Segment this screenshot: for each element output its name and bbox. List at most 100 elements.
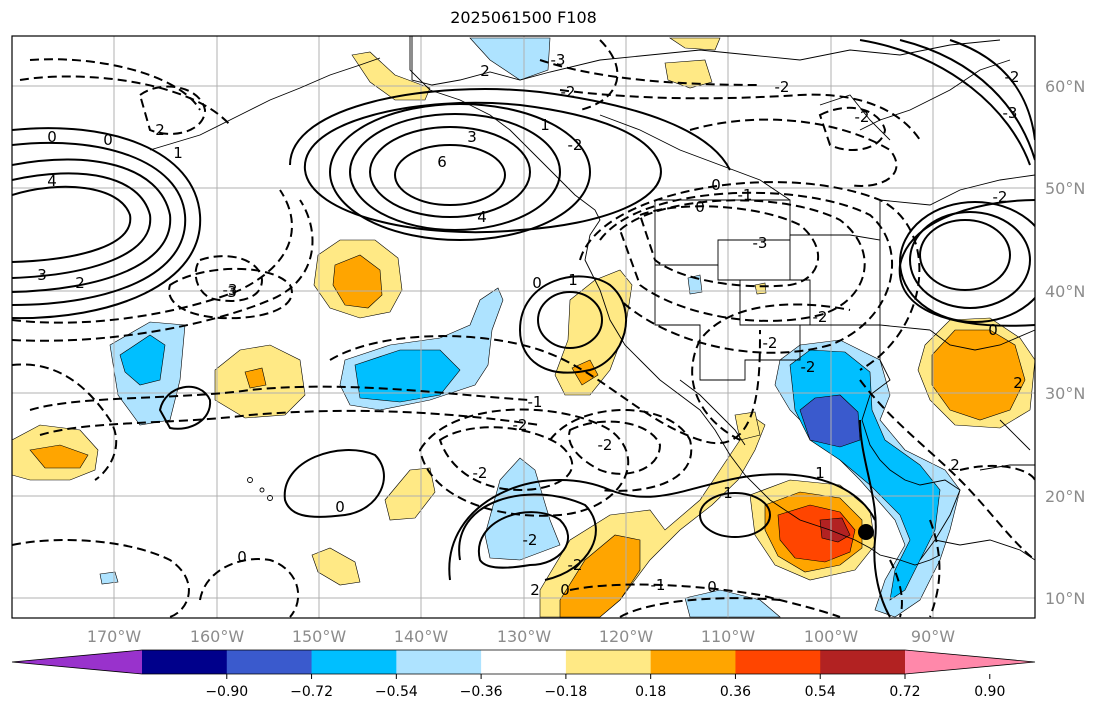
lon-label: 170°W bbox=[87, 627, 142, 646]
contour-label: -1 bbox=[738, 186, 753, 204]
contour-label: -2 bbox=[1005, 68, 1020, 86]
positive-anomaly-region bbox=[669, 37, 721, 51]
contour-label: -2 bbox=[561, 83, 576, 101]
contour-label: 1 bbox=[540, 116, 550, 134]
lat-label: 50°N bbox=[1045, 179, 1085, 198]
negative-contour bbox=[689, 118, 898, 187]
colorbar-tick-label: −0.36 bbox=[460, 684, 503, 700]
colorbar-tick-label: −0.54 bbox=[375, 684, 418, 700]
positive-anomaly-region bbox=[664, 59, 713, 89]
contour-label: 0 bbox=[707, 578, 717, 596]
contour-label: -3 bbox=[753, 234, 768, 252]
colorbar-tick-label: −0.90 bbox=[205, 684, 248, 700]
positive-contour bbox=[289, 88, 731, 171]
positive-contour bbox=[158, 385, 212, 430]
positive-contour bbox=[537, 291, 603, 349]
positive-contour bbox=[369, 126, 531, 218]
positive-contour bbox=[349, 113, 561, 231]
longitude-labels: 170°W 160°W 150°W 140°W 130°W 120°W 110°… bbox=[87, 627, 955, 646]
contour-label: 3 bbox=[37, 266, 47, 284]
contour-label: -2 bbox=[568, 136, 583, 154]
contour-label: 0 bbox=[335, 498, 345, 516]
positive-anomaly-region bbox=[29, 444, 89, 469]
contour-label: -3 bbox=[551, 51, 566, 69]
contour-label: -2 bbox=[763, 334, 778, 352]
contour-label: -2 bbox=[513, 416, 528, 434]
negative-contour bbox=[889, 559, 903, 618]
positive-anomaly-region bbox=[332, 254, 383, 309]
negative-contour bbox=[638, 205, 819, 288]
negative-contour bbox=[568, 420, 662, 475]
plot-border bbox=[11, 35, 1036, 619]
contour-label: -3 bbox=[223, 281, 238, 299]
lon-label: 150°W bbox=[292, 627, 347, 646]
colorbar-swatch bbox=[142, 650, 228, 674]
negative-contour bbox=[959, 464, 1035, 481]
contour-label: 1 bbox=[723, 484, 733, 502]
positive-anomaly-region bbox=[931, 329, 1026, 421]
colorbar-swatch bbox=[735, 650, 821, 674]
negative-contour bbox=[691, 303, 851, 441]
negative-anomaly-region bbox=[799, 394, 861, 448]
colorbar-swatch bbox=[396, 650, 482, 674]
lat-label: 30°N bbox=[1045, 384, 1085, 403]
contour-label: -1 bbox=[651, 576, 666, 594]
negative-anomaly-region bbox=[484, 457, 561, 561]
colorbar-tick-label: 0.90 bbox=[974, 684, 1005, 700]
contour-label: -2 bbox=[598, 436, 613, 454]
contour-lines bbox=[12, 39, 1035, 618]
negative-contour bbox=[539, 59, 761, 86]
positive-anomaly-region bbox=[244, 367, 267, 389]
lat-label: 40°N bbox=[1045, 282, 1085, 301]
contour-label: -2 bbox=[993, 188, 1008, 206]
negative-contour bbox=[929, 519, 941, 618]
negative-contour bbox=[12, 199, 314, 342]
lat-label: 10°N bbox=[1045, 589, 1085, 608]
lat-label: 60°N bbox=[1045, 77, 1085, 96]
positive-anomaly-region bbox=[554, 269, 633, 396]
negative-contour bbox=[199, 558, 300, 618]
negative-contour bbox=[559, 89, 921, 141]
contour-label: 2 bbox=[1013, 374, 1023, 392]
positive-anomaly-region bbox=[754, 282, 767, 295]
colorbar-tick-label: −0.18 bbox=[544, 684, 587, 700]
negative-contour bbox=[569, 583, 841, 618]
colorbar-ticks: −0.90 −0.72 −0.54 −0.36 −0.18 0.18 0.36 0.54 0.7… bbox=[205, 674, 1005, 700]
contour-label: 4 bbox=[477, 208, 487, 226]
contour-label: 0 bbox=[532, 274, 542, 292]
positive-contour bbox=[899, 39, 1035, 161]
lon-label: 100°W bbox=[804, 627, 859, 646]
lon-label: 120°W bbox=[599, 627, 654, 646]
negative-contour bbox=[29, 385, 531, 411]
lon-label: 160°W bbox=[190, 627, 245, 646]
negative-contour bbox=[599, 191, 894, 354]
positive-anomaly-region bbox=[384, 467, 436, 521]
positive-contour bbox=[458, 493, 597, 581]
contour-label: 0 bbox=[237, 548, 247, 566]
colorbar-swatch bbox=[481, 650, 567, 674]
colorbar-swatch bbox=[565, 650, 652, 674]
negative-contour bbox=[329, 329, 761, 444]
lat-label: 20°N bbox=[1045, 487, 1085, 506]
contour-label: 2 bbox=[530, 581, 540, 599]
negative-anomaly-region bbox=[119, 334, 166, 386]
positive-contour bbox=[859, 39, 1031, 166]
contour-label: 0 bbox=[103, 131, 113, 149]
contour-label: -2 bbox=[813, 308, 828, 326]
contour-label: 6 bbox=[437, 153, 447, 171]
negative-contour bbox=[194, 255, 264, 302]
negative-contour bbox=[12, 363, 118, 481]
contour-label: -2 bbox=[568, 556, 583, 574]
colorbar-tick-label: 0.54 bbox=[805, 684, 836, 700]
contour-label: 2 bbox=[155, 121, 165, 139]
contour-label: 0 bbox=[695, 198, 705, 216]
negative-contour bbox=[549, 409, 693, 492]
positive-anomaly-region bbox=[311, 547, 361, 586]
colorbar-tick-label: 0.18 bbox=[635, 684, 666, 700]
contour-label: -2 bbox=[801, 358, 816, 376]
negative-contour bbox=[438, 426, 574, 492]
colorbar-swatch bbox=[650, 650, 736, 674]
contour-label: 3 bbox=[227, 283, 237, 301]
latitude-labels: 60°N 50°N 40°N 30°N 20°N 10°N bbox=[1045, 77, 1085, 608]
contour-label: -2 bbox=[473, 464, 488, 482]
